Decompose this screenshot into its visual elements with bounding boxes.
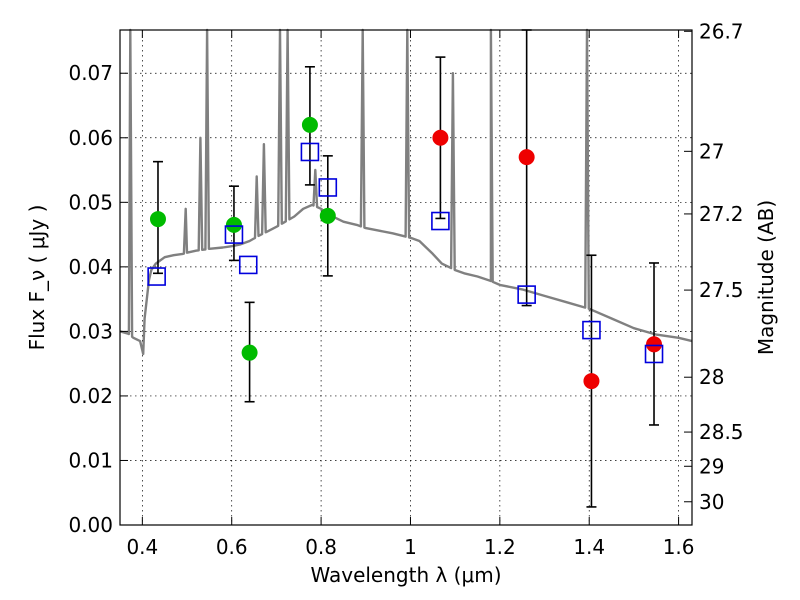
y-axis-label: Flux F_ν ( μJy ) bbox=[25, 205, 49, 351]
right-tick-label: 26.7 bbox=[699, 19, 744, 43]
right-tick-label: 27 bbox=[699, 139, 724, 163]
spectrum-line bbox=[119, 28, 693, 356]
x-tick-label: 0.8 bbox=[305, 535, 337, 559]
circle-marker bbox=[583, 373, 600, 390]
right-tick-label: 28.5 bbox=[699, 420, 744, 444]
right-axis-label: Magnitude (AB) bbox=[754, 200, 778, 355]
right-tick-label: 27.5 bbox=[699, 278, 744, 302]
square-marker bbox=[582, 320, 601, 340]
square-marker bbox=[300, 142, 320, 162]
y-tick-label: 0.04 bbox=[68, 255, 113, 279]
circle-marker bbox=[301, 116, 318, 133]
plot-frame bbox=[119, 29, 693, 526]
circle-marker bbox=[646, 336, 663, 353]
circle-marker bbox=[241, 344, 258, 361]
data-series bbox=[147, 29, 664, 508]
model-spectrum bbox=[119, 28, 693, 356]
right-tick-label: 29 bbox=[699, 454, 724, 478]
x-tick-label: 0.6 bbox=[216, 535, 248, 559]
x-tick-label: 1.4 bbox=[573, 535, 605, 559]
axis-ticks bbox=[120, 30, 692, 526]
y-tick-label: 0.06 bbox=[68, 126, 113, 150]
square-marker bbox=[644, 344, 664, 364]
y-tick-label: 0.03 bbox=[68, 319, 113, 343]
square-marker bbox=[517, 285, 536, 304]
circle-marker bbox=[432, 129, 449, 146]
circle-marker bbox=[319, 207, 336, 224]
x-tick-label: 0.4 bbox=[126, 535, 158, 559]
square-marker bbox=[224, 225, 244, 244]
x-tick-label: 1 bbox=[404, 535, 417, 559]
x-axis-label: Wavelength λ (μm) bbox=[310, 563, 501, 587]
square-marker bbox=[238, 255, 258, 275]
circle-marker bbox=[518, 149, 535, 166]
x-tick-label: 1.6 bbox=[663, 535, 695, 559]
circle-marker bbox=[225, 216, 242, 233]
tick-labels: 0.4 0.6 0.8 1 1.2 1.4 1.6 0.00 0.01 0.02 0.03 0.04 0… bbox=[68, 19, 743, 559]
y-tick-label: 0.00 bbox=[68, 513, 113, 537]
x-tick-label: 1.2 bbox=[484, 535, 516, 559]
right-tick-label: 30 bbox=[699, 490, 724, 514]
y-tick-label: 0.05 bbox=[68, 190, 113, 214]
circle-marker bbox=[149, 211, 166, 228]
y-tick-label: 0.07 bbox=[68, 61, 113, 85]
y-tick-label: 0.01 bbox=[68, 448, 113, 472]
square-marker bbox=[147, 267, 166, 286]
right-tick-label: 27.2 bbox=[699, 202, 744, 226]
square-marker bbox=[318, 178, 338, 197]
square-marker bbox=[431, 211, 450, 231]
y-tick-label: 0.02 bbox=[68, 384, 113, 408]
right-tick-label: 28 bbox=[699, 365, 724, 389]
